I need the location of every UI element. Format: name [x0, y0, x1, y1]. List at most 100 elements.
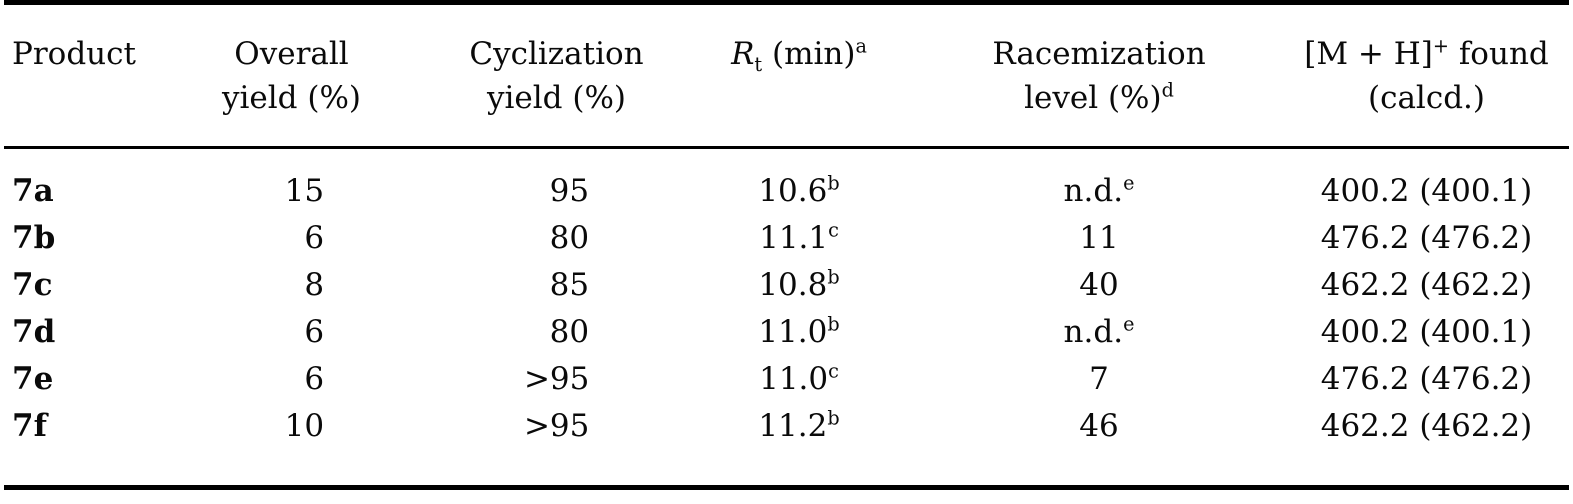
racemization-footnote-marker: d	[1161, 78, 1174, 102]
mh-found-value: 476.2 (476.2)	[1320, 361, 1533, 397]
retention-time-cell: 10.6b	[684, 148, 914, 216]
cyclization-yield-value: 85	[549, 267, 590, 303]
racemization-value: n.d.	[1063, 173, 1124, 209]
product-cell: 7a	[4, 148, 154, 216]
racemization-value: 11	[1079, 220, 1119, 256]
mh-found-value: 400.2 (400.1)	[1320, 314, 1533, 350]
retention-time-value: 11.0	[758, 314, 828, 350]
col-header-mh-found: [M + H]+ found (calcd.)	[1284, 2, 1569, 149]
table-row: 7c 8 85 10.8b 40 462.2 (462.2)	[4, 262, 1569, 309]
retention-time-footnote: b	[827, 265, 840, 289]
product-label: 7c	[12, 267, 53, 303]
product-label: 7e	[12, 361, 54, 397]
results-table: Product Overall yield (%) Cyclization yi…	[4, 0, 1569, 490]
racemization-cell: 40	[914, 262, 1284, 309]
rt-subscript: t	[754, 53, 763, 77]
cyclization-yield-value: 95	[549, 173, 590, 209]
overall-yield-cell: 6	[154, 215, 429, 262]
product-label: 7b	[12, 220, 56, 256]
mh-found-cell: 476.2 (476.2)	[1284, 356, 1569, 403]
overall-yield-value: 15	[284, 173, 325, 209]
retention-time-value: 10.6	[758, 173, 828, 209]
cyclization-yield-cell: >95	[429, 403, 684, 488]
overall-yield-value: 6	[304, 361, 325, 397]
col-header-retention-time: Rt (min)a	[684, 2, 914, 149]
racemization-cell: n.d.e	[914, 148, 1284, 216]
table-row: 7d 6 80 11.0b n.d.e 400.2 (400.1)	[4, 309, 1569, 356]
retention-time-cell: 10.8b	[684, 262, 914, 309]
cyclization-yield-cell: 80	[429, 215, 684, 262]
retention-time-cell: 11.0c	[684, 356, 914, 403]
table-row: 7f 10 >95 11.2b 46 462.2 (462.2)	[4, 403, 1569, 488]
overall-yield-value: 6	[304, 220, 325, 256]
retention-time-footnote: b	[827, 312, 840, 336]
col-header-racemization-line2: level (%)	[1024, 80, 1162, 116]
retention-time-cell: 11.0b	[684, 309, 914, 356]
racemization-value: 7	[1089, 361, 1109, 397]
mh-found-value: 462.2 (462.2)	[1320, 267, 1533, 303]
overall-yield-cell: 6	[154, 309, 429, 356]
retention-time-value: 11.0	[759, 361, 829, 397]
mh-found-cell: 462.2 (462.2)	[1284, 403, 1569, 488]
retention-time-value: 10.8	[758, 267, 828, 303]
rt-footnote-marker: a	[855, 34, 867, 58]
racemization-cell: n.d.e	[914, 309, 1284, 356]
mh-found-value: 400.2 (400.1)	[1320, 173, 1533, 209]
table-header: Product Overall yield (%) Cyclization yi…	[4, 2, 1569, 149]
racemization-footnote: e	[1123, 312, 1135, 336]
col-header-overall-line2: yield (%)	[221, 80, 362, 116]
overall-yield-cell: 15	[154, 148, 429, 216]
header-row: Product Overall yield (%) Cyclization yi…	[4, 2, 1569, 149]
cyclization-yield-value: 80	[549, 314, 590, 350]
retention-time-footnote: c	[828, 218, 839, 242]
table-row: 7e 6 >95 11.0c 7 476.2 (476.2)	[4, 356, 1569, 403]
product-label: 7a	[12, 173, 54, 209]
overall-yield-cell: 6	[154, 356, 429, 403]
col-header-product: Product	[4, 2, 154, 149]
col-header-cyclization-line2: yield (%)	[486, 80, 627, 116]
overall-yield-value: 8	[304, 267, 325, 303]
product-cell: 7b	[4, 215, 154, 262]
mh-bracket-text: [M + H]	[1304, 36, 1433, 72]
cyclization-yield-cell: >95	[429, 356, 684, 403]
col-header-cyclization-line1: Cyclization	[469, 36, 644, 72]
cyclization-yield-cell: 80	[429, 309, 684, 356]
mh-found-text: found	[1448, 36, 1549, 72]
racemization-cell: 11	[914, 215, 1284, 262]
racemization-cell: 7	[914, 356, 1284, 403]
retention-time-value: 11.2	[758, 408, 828, 444]
product-cell: 7e	[4, 356, 154, 403]
product-label: 7d	[12, 314, 56, 350]
mh-found-value: 476.2 (476.2)	[1320, 220, 1533, 256]
rt-symbol: R	[731, 36, 755, 72]
cyclization-yield-value: >95	[523, 408, 590, 444]
table-row: 7b 6 80 11.1c 11 476.2 (476.2)	[4, 215, 1569, 262]
overall-yield-cell: 8	[154, 262, 429, 309]
racemization-value: n.d.	[1063, 314, 1124, 350]
retention-time-cell: 11.2b	[684, 403, 914, 488]
col-header-overall-line1: Overall	[234, 36, 349, 72]
mh-found-cell: 400.2 (400.1)	[1284, 148, 1569, 216]
product-cell: 7f	[4, 403, 154, 488]
cyclization-yield-cell: 85	[429, 262, 684, 309]
product-label: 7f	[12, 408, 47, 444]
product-cell: 7d	[4, 309, 154, 356]
cyclization-yield-value: 80	[549, 220, 590, 256]
retention-time-footnote: c	[828, 359, 839, 383]
retention-time-footnote: b	[827, 171, 840, 195]
retention-time-cell: 11.1c	[684, 215, 914, 262]
racemization-footnote: e	[1123, 171, 1135, 195]
cyclization-yield-value: >95	[523, 361, 590, 397]
racemization-cell: 46	[914, 403, 1284, 488]
mh-charge-sign: +	[1432, 34, 1449, 58]
overall-yield-cell: 10	[154, 403, 429, 488]
table-row: 7a 15 95 10.6b n.d.e 400.2 (400.1)	[4, 148, 1569, 216]
col-header-racemization: Racemization level (%)d	[914, 2, 1284, 149]
retention-time-footnote: b	[827, 406, 840, 430]
overall-yield-value: 6	[304, 314, 325, 350]
col-header-cyclization-yield: Cyclization yield (%)	[429, 2, 684, 149]
mh-found-cell: 476.2 (476.2)	[1284, 215, 1569, 262]
cyclization-yield-cell: 95	[429, 148, 684, 216]
mh-found-value: 462.2 (462.2)	[1320, 408, 1533, 444]
mh-found-cell: 462.2 (462.2)	[1284, 262, 1569, 309]
